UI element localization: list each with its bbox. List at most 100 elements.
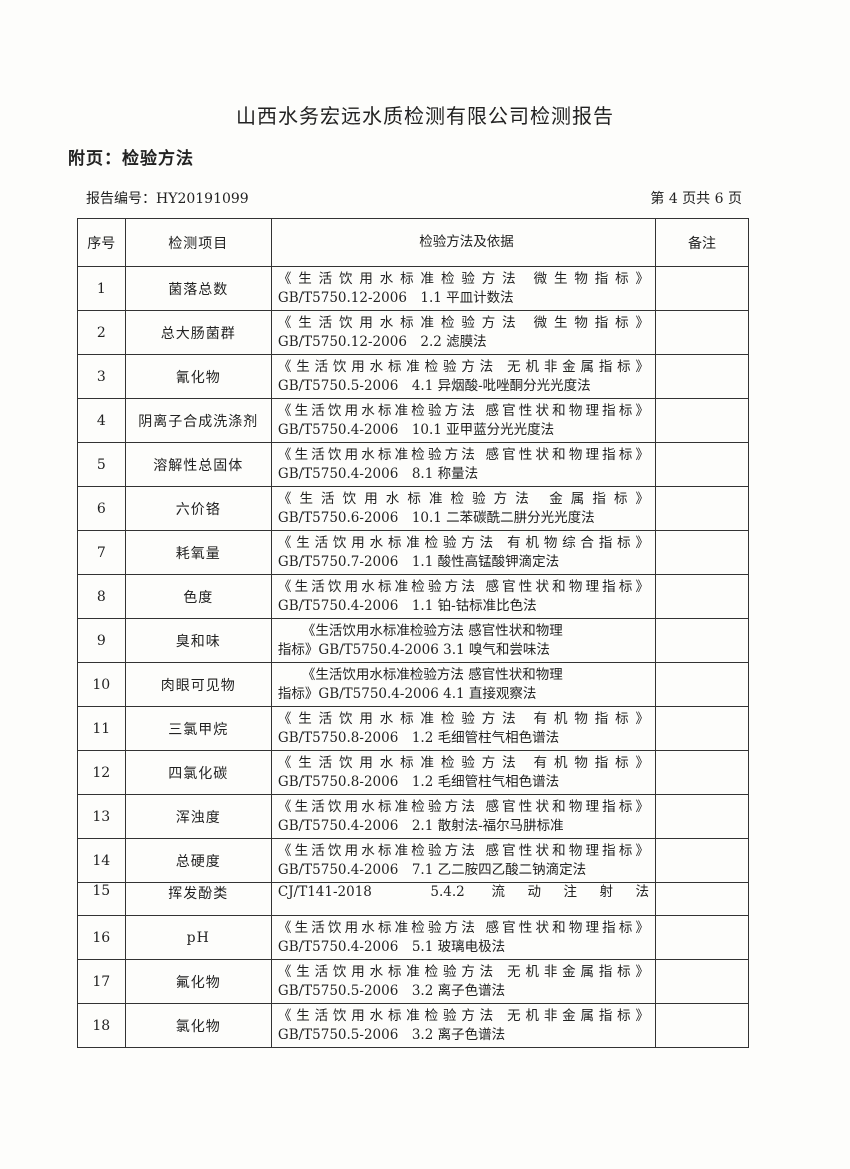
- method-line-1: 《生活饮用水标准检验方法 感官性状和物理指标》: [277, 919, 650, 936]
- method-line-1: 《生活饮用水标准检验方法 无机非金属指标》: [277, 963, 650, 980]
- method-line-2: GB/T5750.7-2006 1.1 酸性高锰酸钾滴定法: [277, 553, 560, 570]
- test-method: 《生活饮用水标准检验方法 金属指标》 GB/T5750.6-2006 10.1 二…: [270, 486, 657, 531]
- row-number: 1: [77, 266, 126, 311]
- note: [655, 915, 749, 960]
- method-line-2: GB/T5750.4-2006 7.1 乙二胺四乙酸二钠滴定法: [277, 861, 587, 878]
- test-method: 《生活饮用水标准检验方法 微生物指标》 GB/T5750.12-2006 2.2 …: [270, 310, 657, 355]
- test-method: 《生活饮用水标准检验方法 感官性状和物理指标》 GB/T5750.4-2006 8…: [270, 442, 657, 487]
- test-method: 《生活饮用水标准检验方法 感官性状和物理指标》 GB/T5750.4-2006 2…: [270, 794, 657, 839]
- method-line-2: GB/T5750.5-2006 3.2 离子色谱法: [277, 982, 506, 999]
- table-row: 16 pH 《生活饮用水标准检验方法 感官性状和物理指标》 GB/T5750.4-20…: [77, 915, 749, 960]
- test-item: 氰化物: [124, 354, 272, 399]
- method-line-1: 《生活饮用水标准检验方法 感官性状和物理指标》: [277, 578, 650, 595]
- method-line-1: 《生活饮用水标准检验方法 微生物指标》: [277, 314, 650, 331]
- method-line-2: 指标》GB/T5750.4-2006 3.1 嗅气和尝味法: [277, 641, 550, 658]
- table-row: 13 浑浊度 《生活饮用水标准检验方法 感官性状和物理指标》 GB/T5750.4-2…: [77, 794, 749, 839]
- table-row: 18 氯化物 《生活饮用水标准检验方法 无机非金属指标》 GB/T5750.5-200…: [77, 1003, 749, 1048]
- table-row: 6 六价铬 《生活饮用水标准检验方法 金属指标》 GB/T5750.6-2006 10…: [77, 486, 749, 531]
- row-number: 8: [77, 574, 126, 619]
- test-item: 溶解性总固体: [124, 442, 272, 487]
- row-number: 2: [77, 310, 126, 355]
- test-method: 《生活饮用水标准检验方法 有机物指标》 GB/T5750.8-2006 1.2 毛…: [270, 706, 657, 751]
- page-info: 第 4 页共 6 页: [650, 191, 742, 207]
- method-line-2: GB/T5750.12-2006 2.2 滤膜法: [277, 333, 487, 350]
- method-line-1: 《生活饮用水标准检验方法 感官性状和物理: [301, 622, 563, 639]
- row-number: 16: [77, 915, 126, 960]
- test-method: 《生活饮用水标准检验方法 感官性状和物理指标》GB/T5750.4-2006 3…: [270, 618, 657, 663]
- note: [655, 486, 749, 531]
- method-line-1: 《生活饮用水标准检验方法 无机非金属指标》: [277, 1007, 650, 1024]
- method-line-1: 《生活饮用水标准检验方法 有机物综合指标》: [277, 534, 650, 551]
- table-row: 12 四氯化碳 《生活饮用水标准检验方法 有机物指标》 GB/T5750.8-2006…: [77, 750, 749, 795]
- table-row: 14 总硬度 《生活饮用水标准检验方法 感官性状和物理指标》 GB/T5750.4-2…: [77, 838, 749, 883]
- table-row: 7 耗氧量 《生活饮用水标准检验方法 有机物综合指标》 GB/T5750.7-2006…: [77, 530, 749, 575]
- test-method: 《生活饮用水标准检验方法 感官性状和物理指标》 GB/T5750.4-2006 1…: [270, 574, 657, 619]
- method-line-2: GB/T5750.4-2006 10.1 亚甲蓝分光光度法: [277, 421, 555, 438]
- test-item: 总大肠菌群: [124, 310, 272, 355]
- header-note: 备注: [655, 218, 749, 267]
- table-row: 8 色度 《生活饮用水标准检验方法 感官性状和物理指标》 GB/T5750.4-200…: [77, 574, 749, 619]
- report-number: 报告编号：HY20191099: [86, 191, 249, 207]
- note: [655, 794, 749, 839]
- header-item: 检测项目: [124, 218, 272, 267]
- row-number: 3: [77, 354, 126, 399]
- red-stamp-fragment: [820, 590, 842, 630]
- method-line-2: GB/T5750.4-2006 1.1 铂-钴标准比色法: [277, 597, 537, 614]
- test-item: 耗氧量: [124, 530, 272, 575]
- method-line-1: 《生活饮用水标准检验方法 感官性状和物理指标》: [277, 402, 650, 419]
- method-line-2: GB/T5750.4-2006 2.1 散射法-福尔马肼标准: [277, 817, 564, 834]
- row-number: 14: [77, 838, 126, 883]
- header-no: 序号: [77, 218, 126, 267]
- row-number: 6: [77, 486, 126, 531]
- test-item: 阴离子合成洗涤剂: [124, 398, 272, 443]
- method-line-2: GB/T5750.12-2006 1.1 平皿计数法: [277, 289, 514, 306]
- red-stamp-fragment: [820, 680, 842, 720]
- test-method: 《生活饮用水标准检验方法 感官性状和物理指标》 GB/T5750.4-2006 1…: [270, 398, 657, 443]
- test-item: pH: [124, 915, 272, 960]
- table-row: 9 臭和味 《生活饮用水标准检验方法 感官性状和物理 指标》GB/T5750.4-20…: [77, 618, 749, 663]
- note: [655, 310, 749, 355]
- test-item: 挥发酚类: [124, 882, 272, 916]
- method-line-2: GB/T5750.8-2006 1.2 毛细管柱气相色谱法: [277, 729, 560, 746]
- note: [655, 442, 749, 487]
- test-method: 《生活饮用水标准检验方法 感官性状和物理指标》GB/T5750.4-2006 4…: [270, 662, 657, 707]
- method-line-1: 《生活饮用水标准检验方法 感官性状和物理: [301, 666, 563, 683]
- note: [655, 1003, 749, 1048]
- method-line-2: GB/T5750.6-2006 10.1 二苯碳酰二肼分光光度法: [277, 509, 595, 526]
- note: [655, 354, 749, 399]
- test-item: 臭和味: [124, 618, 272, 663]
- test-item: 氟化物: [124, 959, 272, 1004]
- method-line-2: GB/T5750.4-2006 8.1 称量法: [277, 465, 479, 482]
- method-line-1: 《生活饮用水标准检验方法 感官性状和物理指标》: [277, 798, 650, 815]
- note: [655, 706, 749, 751]
- method-line-1: 《生活饮用水标准检验方法 感官性状和物理指标》: [277, 842, 650, 859]
- method-line-1: 《生活饮用水标准检验方法 微生物指标》: [277, 270, 650, 287]
- note: [655, 618, 749, 663]
- method-line-2: 指标》GB/T5750.4-2006 4.1 直接观察法: [277, 685, 537, 702]
- test-item: 菌落总数: [124, 266, 272, 311]
- row-number: 15: [77, 882, 126, 916]
- test-method: 《生活饮用水标准检验方法 无机非金属指标》 GB/T5750.5-2006 4.1…: [270, 354, 657, 399]
- test-method: 《生活饮用水标准检验方法 微生物指标》 GB/T5750.12-2006 1.1 …: [270, 266, 657, 311]
- note: [655, 882, 749, 916]
- method-line-1: 《生活饮用水标准检验方法 有机物指标》: [277, 710, 650, 727]
- note: [655, 750, 749, 795]
- row-number: 12: [77, 750, 126, 795]
- note: [655, 398, 749, 443]
- method-line-2: GB/T5750.5-2006 4.1 异烟酸-吡唑酮分光光度法: [277, 377, 591, 394]
- note: [655, 266, 749, 311]
- header-method: 检验方法及依据: [270, 218, 657, 267]
- table-row: 4 阴离子合成洗涤剂 《生活饮用水标准检验方法 感官性状和物理指标》 GB/T5750…: [77, 398, 749, 443]
- table-row: 10 肉眼可见物 《生活饮用水标准检验方法 感官性状和物理 指标》GB/T5750.4…: [77, 662, 749, 707]
- row-number: 5: [77, 442, 126, 487]
- test-method: 《生活饮用水标准检验方法 感官性状和物理指标》 GB/T5750.4-2006 5…: [270, 915, 657, 960]
- test-item: 肉眼可见物: [124, 662, 272, 707]
- row-number: 7: [77, 530, 126, 575]
- note: [655, 959, 749, 1004]
- test-method: 《生活饮用水标准检验方法 无机非金属指标》 GB/T5750.5-2006 3.2…: [270, 1003, 657, 1048]
- table-row: 2 总大肠菌群 《生活饮用水标准检验方法 微生物指标》 GB/T5750.12-200…: [77, 310, 749, 355]
- report-title: 山西水务宏远水质检测有限公司检测报告: [236, 104, 614, 128]
- test-item: 四氯化碳: [124, 750, 272, 795]
- method-line-2: GB/T5750.5-2006 3.2 离子色谱法: [277, 1026, 506, 1043]
